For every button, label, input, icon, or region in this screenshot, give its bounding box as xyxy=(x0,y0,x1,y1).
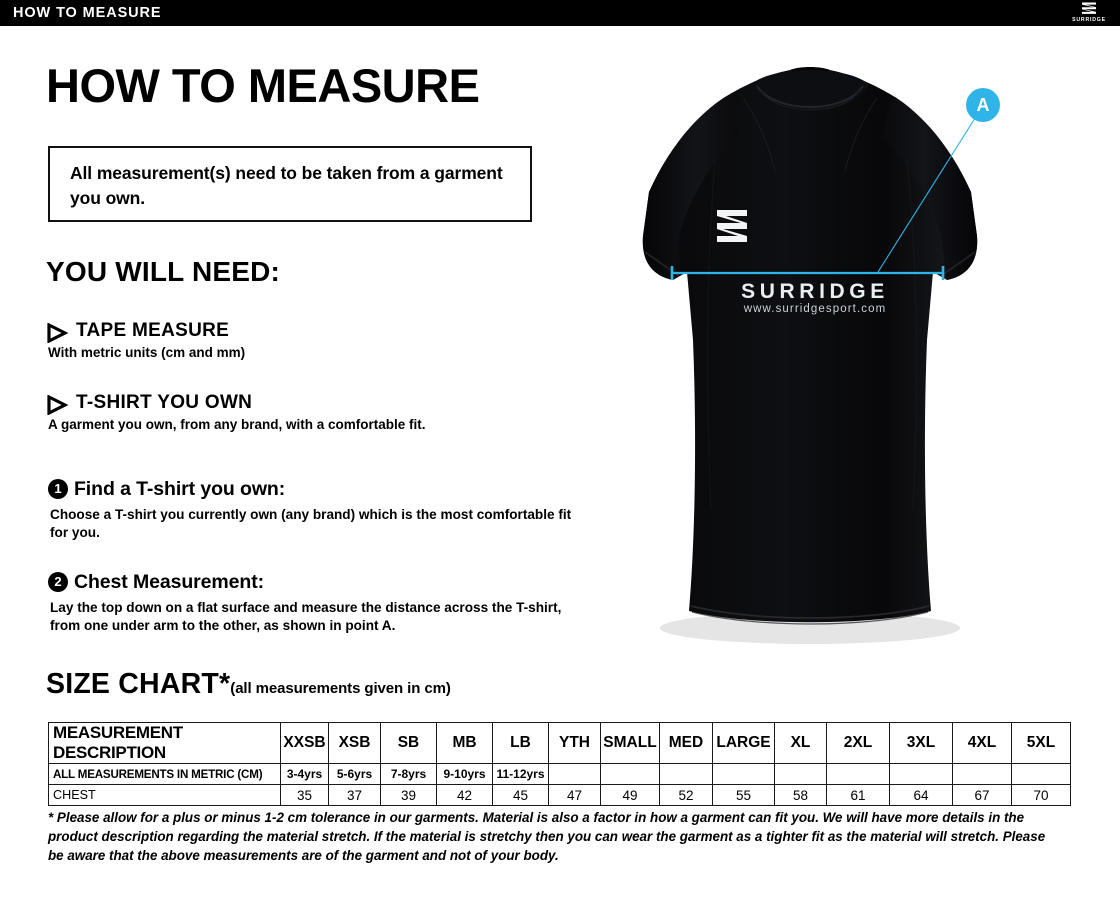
table-cell: 64 xyxy=(889,784,953,806)
row-label: ALL MEASUREMENTS IN METRIC (CM) xyxy=(48,763,281,785)
notice-box: All measurement(s) need to be taken from… xyxy=(48,146,532,222)
brand-logo-text: SURRIDGE xyxy=(1072,17,1106,23)
table-cell: 47 xyxy=(548,784,601,806)
need-item-heading: TAPE MEASURE xyxy=(76,320,230,341)
size-chart-title-main: SIZE CHART* xyxy=(46,668,231,700)
table-cell: 3-4yrs xyxy=(280,763,329,785)
table-cell: 61 xyxy=(826,784,890,806)
size-chart-table: MEASUREMENT DESCRIPTION XXSB XSB SB MB LB YTH S… xyxy=(48,722,1071,806)
tshirt-graphic xyxy=(642,67,978,644)
table-cell xyxy=(1011,763,1071,785)
row-label: CHEST xyxy=(48,784,281,806)
need-item-subtext: A garment you own, from any brand, with … xyxy=(48,417,426,432)
column-header-size: LB xyxy=(492,722,549,764)
column-header-size: LARGE xyxy=(712,722,775,764)
column-header-size: MED xyxy=(659,722,713,764)
top-header-bar: HOW TO MEASURE SURRIDGE xyxy=(0,0,1120,26)
column-header-size: 3XL xyxy=(889,722,953,764)
notice-text: All measurement(s) need to be taken from… xyxy=(70,163,503,208)
column-header-size: 5XL xyxy=(1011,722,1071,764)
table-cell xyxy=(659,763,713,785)
step-body: Lay the top down on a flat surface and m… xyxy=(50,600,562,633)
table-cell xyxy=(774,763,827,785)
table-cell: 35 xyxy=(280,784,329,806)
table-cell: 5-6yrs xyxy=(328,763,381,785)
table-cell: 37 xyxy=(328,784,381,806)
need-item-subtext: With metric units (cm and mm) xyxy=(48,345,246,360)
shirt-url-text: www.surridgesport.com xyxy=(743,303,887,315)
table-cell: 55 xyxy=(712,784,775,806)
table-cell: 67 xyxy=(952,784,1012,806)
step-heading: Chest Measurement: xyxy=(74,571,265,593)
table-cell xyxy=(600,763,660,785)
top-header-title: HOW TO MEASURE xyxy=(13,5,162,21)
step-number-badge: 2 xyxy=(48,572,68,592)
table-cell: 70 xyxy=(1011,784,1071,806)
size-chart-title: SIZE CHART*(all measurements given in cm… xyxy=(46,668,451,701)
column-header-size: SMALL xyxy=(600,722,660,764)
table-cell: 49 xyxy=(600,784,660,806)
surridge-s-logo-icon xyxy=(717,210,747,242)
step-heading: Find a T-shirt you own: xyxy=(74,478,286,500)
step-body: Choose a T-shirt you currently own (any … xyxy=(50,507,572,540)
you-will-need-title: YOU WILL NEED: xyxy=(46,256,281,287)
column-header-size: 4XL xyxy=(952,722,1012,764)
column-header-size: XL xyxy=(774,722,827,764)
table-cell: 9-10yrs xyxy=(436,763,493,785)
column-header-size: YTH xyxy=(548,722,601,764)
column-header-size: XSB xyxy=(328,722,381,764)
table-cell xyxy=(952,763,1012,785)
column-header-description: MEASUREMENT DESCRIPTION xyxy=(48,722,281,764)
page-title: HOW TO MEASURE xyxy=(46,59,480,112)
table-cell: 58 xyxy=(774,784,827,806)
table-cell: 52 xyxy=(659,784,713,806)
table-row: ALL MEASUREMENTS IN METRIC (CM) 3-4yrs 5-6… xyxy=(48,763,1071,785)
table-cell xyxy=(548,763,601,785)
table-cell: 11-12yrs xyxy=(492,763,549,785)
surridge-s-logo-icon xyxy=(1082,2,1096,14)
column-header-size: SB xyxy=(380,722,437,764)
table-cell: 45 xyxy=(492,784,549,806)
table-cell: 42 xyxy=(436,784,493,806)
table-cell xyxy=(826,763,890,785)
size-chart-title-note: (all measurements given in cm) xyxy=(230,680,451,697)
need-item-heading: T-SHIRT YOU OWN xyxy=(76,392,253,413)
table-cell: 39 xyxy=(380,784,437,806)
shirt-brand-text: SURRIDGE xyxy=(741,280,889,303)
footnote-text: * Please allow for a plus or minus 1-2 c… xyxy=(48,810,1046,864)
table-cell xyxy=(712,763,775,785)
column-header-size: MB xyxy=(436,722,493,764)
table-cell xyxy=(889,763,953,785)
table-cell: 7-8yrs xyxy=(380,763,437,785)
table-header-row: MEASUREMENT DESCRIPTION XXSB XSB SB MB LB YTH S… xyxy=(48,722,1071,764)
column-header-size: XXSB xyxy=(280,722,329,764)
tshirt-illustration: A SURRIDGE www.surridgesport.com xyxy=(575,40,1045,650)
chest-measure-line-graphic xyxy=(670,114,978,280)
step-number-badge: 1 xyxy=(48,479,68,499)
table-row: CHEST 35 37 39 42 45 47 49 52 55 58 61 64 67 70 xyxy=(48,784,1071,806)
column-header-size: 2XL xyxy=(826,722,890,764)
brand-logo: SURRIDGE xyxy=(1066,1,1112,25)
callout-badge-a: A xyxy=(966,88,1000,122)
